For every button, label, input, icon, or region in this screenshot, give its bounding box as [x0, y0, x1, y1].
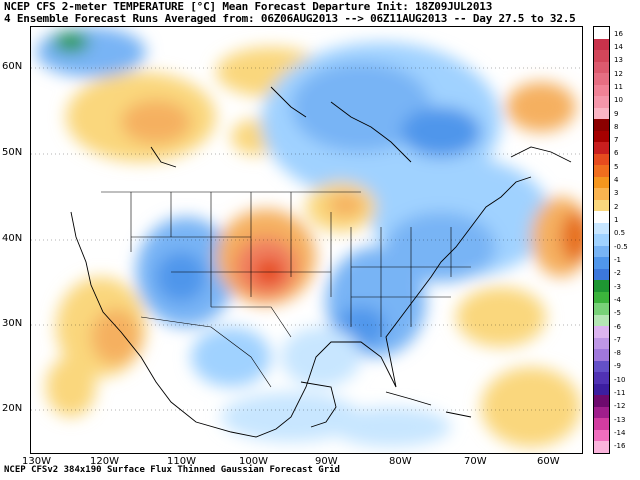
colorbar-label: 0.5: [614, 229, 626, 238]
lon-label-110w: 110W: [167, 456, 196, 467]
lat-label-40n: 40N: [2, 233, 23, 244]
colorbar-label: 8: [614, 122, 619, 131]
lat-label-60n: 60N: [2, 61, 23, 72]
graticule: [31, 67, 582, 411]
chart-title-line-1: NCEP CFS 2-meter TEMPERATURE [°C] Mean F…: [4, 0, 493, 13]
colorbar-swatch: [594, 429, 609, 442]
colorbar-swatch: [594, 96, 609, 109]
colorbar-swatch: [594, 268, 609, 281]
colorbar-swatch: [594, 372, 609, 385]
colorbar-swatch: [594, 38, 609, 51]
colorbar-swatch: [594, 441, 609, 454]
colorbar-swatch: [594, 326, 609, 339]
colorbar-swatch: [594, 165, 609, 178]
lon-label-130w: 130W: [22, 456, 51, 467]
colorbar-label: 11: [614, 82, 623, 91]
colorbar-swatch: [594, 119, 609, 132]
colorbar-swatch: [594, 291, 609, 304]
colorbar-label: 6: [614, 149, 619, 158]
colorbar-swatch: [594, 27, 609, 39]
colorbar-swatch: [594, 349, 609, 362]
lon-label-120w: 120W: [90, 456, 119, 467]
political-borders: [101, 191, 471, 388]
colorbar-swatch: [594, 314, 609, 327]
colorbar-swatch: [594, 360, 609, 373]
colorbar-swatch: [594, 153, 609, 166]
colorbar-label: 9: [614, 109, 619, 118]
colorbar-swatch: [594, 257, 609, 270]
lon-label-60w: 60W: [537, 456, 560, 467]
colorbar-label: -16: [614, 442, 626, 451]
colorbar-label: -10: [614, 375, 626, 384]
lon-label-80w: 80W: [389, 456, 412, 467]
colorbar-label: -13: [614, 415, 626, 424]
colorbar-label: -9: [614, 362, 621, 371]
colorbar-label: -7: [614, 335, 621, 344]
colorbar-label: 10: [614, 96, 623, 105]
colorbar-label: 14: [614, 42, 623, 51]
temperature-anomaly-map: [30, 26, 583, 454]
colorbar-swatch: [594, 418, 609, 431]
colorbar-label: 16: [614, 29, 623, 38]
colorbar-swatch: [594, 222, 609, 235]
colorbar-label: -2: [614, 269, 621, 278]
colorbar-swatch: [594, 188, 609, 201]
colorbar-swatch: [594, 280, 609, 293]
colorbar-swatch: [594, 130, 609, 143]
lon-label-70w: 70W: [464, 456, 487, 467]
lon-label-100w: 100W: [239, 456, 268, 467]
colorbar-swatch: [594, 199, 609, 212]
colorbar: [593, 26, 610, 454]
colorbar-swatch: [594, 337, 609, 350]
colorbar-swatch: [594, 245, 609, 258]
colorbar-swatch: [594, 61, 609, 74]
colorbar-swatch: [594, 211, 609, 224]
lat-label-50n: 50N: [2, 147, 23, 158]
colorbar-label: -1: [614, 255, 621, 264]
anomaly-shading: [36, 27, 582, 447]
colorbar-label: -5: [614, 309, 621, 318]
lat-label-30n: 30N: [2, 318, 23, 329]
colorbar-label: -0.5: [614, 242, 628, 251]
colorbar-swatch: [594, 383, 609, 396]
colorbar-label: -14: [614, 429, 626, 438]
colorbar-label: 12: [614, 69, 623, 78]
colorbar-swatch: [594, 84, 609, 97]
colorbar-label: -12: [614, 402, 626, 411]
map-canvas: [31, 27, 582, 447]
colorbar-label: 2: [614, 202, 619, 211]
colorbar-label: 3: [614, 189, 619, 198]
colorbar-swatch: [594, 303, 609, 316]
colorbar-label: -11: [614, 389, 626, 398]
colorbar-label: -6: [614, 322, 621, 331]
chart-title-line-2: 4 Ensemble Forecast Runs Averaged from: …: [4, 12, 576, 25]
colorbar-swatch: [594, 395, 609, 408]
grid-footer: NCEP CFSv2 384x190 Surface Flux Thinned …: [4, 465, 340, 475]
colorbar-label: -3: [614, 282, 621, 291]
colorbar-label: -8: [614, 349, 621, 358]
colorbar-swatch: [594, 73, 609, 86]
colorbar-label: 5: [614, 162, 619, 171]
colorbar-label: 13: [614, 56, 623, 65]
colorbar-swatch: [594, 50, 609, 63]
colorbar-swatch: [594, 142, 609, 155]
lon-label-90w: 90W: [315, 456, 338, 467]
colorbar-label: 1: [614, 216, 619, 225]
colorbar-label: 7: [614, 136, 619, 145]
lat-label-20n: 20N: [2, 403, 23, 414]
colorbar-swatch: [594, 107, 609, 120]
colorbar-swatch: [594, 176, 609, 189]
coastlines: [70, 86, 572, 438]
colorbar-label: -4: [614, 295, 621, 304]
colorbar-swatch: [594, 406, 609, 419]
colorbar-swatch: [594, 234, 609, 247]
colorbar-label: 4: [614, 176, 619, 185]
